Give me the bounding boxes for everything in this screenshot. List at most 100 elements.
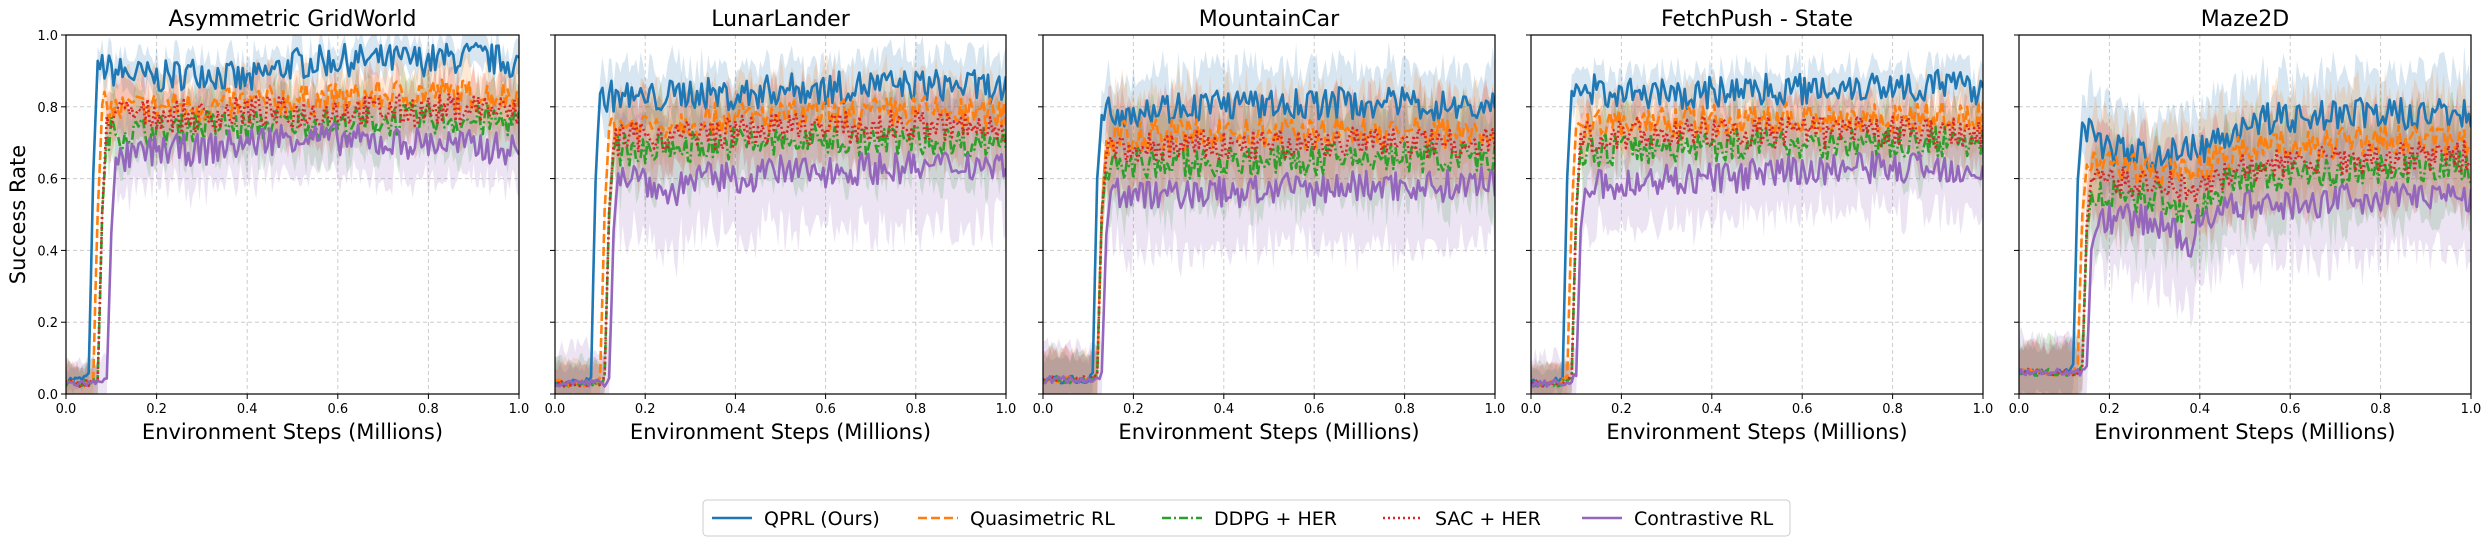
x-tick-label: 0.6: [1304, 402, 1325, 417]
confidence-band: [1043, 41, 1495, 394]
plot-area: [66, 35, 519, 394]
chart-panel-4: 0.0 0.2 0.4 0.6 0.8 1.0 FetchPush - State Envir…: [1521, 7, 1994, 444]
y-tick-label: 1.0: [37, 29, 58, 44]
series-line: [66, 78, 519, 388]
confidence-band: [555, 35, 1006, 394]
x-tick-label: 0.2: [2099, 402, 2120, 417]
plot-area: [555, 35, 1006, 394]
x-tick-label: 1.0: [1485, 402, 1506, 417]
x-tick-label: 0.8: [2370, 402, 2391, 417]
axes-frame: [1530, 34, 1984, 395]
series-line: [1531, 114, 1983, 388]
x-tick-label: 0.4: [237, 402, 258, 417]
x-tick-label: 0.2: [1123, 402, 1144, 417]
plot-area: [2019, 46, 2471, 394]
chart-title: FetchPush - State: [1661, 7, 1853, 32]
x-tick-label: 0.8: [905, 402, 926, 417]
confidence-band: [1043, 77, 1495, 394]
series-line: [66, 100, 519, 388]
chart-title: Asymmetric GridWorld: [168, 7, 416, 32]
y-tick-label: 0.8: [37, 101, 58, 116]
x-tick-label: 0.0: [2009, 402, 2030, 417]
x-tick-label: 0.8: [1394, 402, 1415, 417]
legend-label: Quasimetric RL: [970, 508, 1115, 530]
plot-area: [1043, 41, 1495, 394]
series-line: [555, 69, 1006, 388]
x-tick-label: 0.8: [418, 402, 439, 417]
x-tick-label: 0.0: [56, 402, 77, 417]
axes-frame: [65, 34, 520, 395]
series-line: [555, 108, 1006, 388]
x-tick-label: 1.0: [1973, 402, 1994, 417]
x-axis-label: Environment Steps (Millions): [1606, 420, 1907, 444]
y-tick-label: 0.2: [37, 316, 58, 331]
confidence-band: [1531, 85, 1983, 394]
x-tick-label: 1.0: [509, 402, 530, 417]
series-line: [66, 122, 519, 387]
series-line: [555, 150, 1006, 388]
chart-title: MountainCar: [1199, 7, 1340, 32]
series-line: [1531, 150, 1983, 389]
x-axis-label: Environment Steps (Millions): [2094, 420, 2395, 444]
legend-label: SAC + HER: [1435, 508, 1541, 530]
x-tick-label: 1.0: [996, 402, 1017, 417]
series-line: [1043, 126, 1495, 384]
axes-frame: [2018, 34, 2472, 395]
series-line: [66, 92, 519, 388]
x-tick-label: 0.4: [2189, 402, 2210, 417]
x-tick-label: 0.0: [545, 402, 566, 417]
confidence-band: [1531, 47, 1983, 394]
series-line: [555, 94, 1006, 388]
y-tick-label: 0.4: [37, 244, 58, 259]
confidence-band: [1043, 85, 1495, 394]
x-tick-label: 0.2: [1611, 402, 1632, 417]
confidence-band: [1531, 80, 1983, 394]
confidence-band: [555, 78, 1006, 394]
series-line: [1043, 140, 1495, 385]
series-line: [1531, 68, 1983, 387]
confidence-band: [2019, 85, 2471, 394]
confidence-band: [2019, 89, 2471, 394]
legend-label: DDPG + HER: [1214, 508, 1337, 530]
confidence-band: [555, 53, 1006, 394]
x-tick-label: 0.4: [725, 402, 746, 417]
chart-panel-1: 0.0 0.2 0.4 0.6 0.8 1.0 0.0 0.2 0.4 0.6 0.8 1.0 Asym…: [6, 7, 529, 444]
series-line: [1043, 86, 1495, 385]
series-line: [2019, 139, 2471, 377]
y-tick-label: 0.6: [37, 173, 58, 188]
series-line: [1043, 165, 1495, 385]
series-line: [1043, 115, 1495, 385]
x-tick-label: 0.4: [1213, 402, 1234, 417]
x-tick-label: 0.4: [1701, 402, 1722, 417]
x-axis-label: Environment Steps (Millions): [630, 420, 931, 444]
y-axis-label: Success Rate: [6, 145, 30, 284]
legend-label: QPRL (Ours): [764, 508, 880, 530]
chart-title: Maze2D: [2201, 7, 2289, 32]
plot-area: [1531, 47, 1983, 394]
chart-title: LunarLander: [711, 7, 850, 32]
confidence-band: [2019, 113, 2471, 394]
series-line: [555, 122, 1006, 388]
x-tick-label: 0.0: [1033, 402, 1054, 417]
x-tick-label: 0.6: [327, 402, 348, 417]
confidence-band: [555, 80, 1006, 394]
y-tick-label: 0.0: [37, 388, 58, 403]
legend-label: Contrastive RL: [1634, 508, 1774, 530]
series-line: [2019, 180, 2471, 377]
chart-panel-2: 0.0 0.2 0.4 0.6 0.8 1.0 LunarLander Environment…: [545, 7, 1017, 444]
x-tick-label: 1.0: [2461, 402, 2482, 417]
legend-box: [702, 499, 1791, 537]
x-tick-label: 0.2: [146, 402, 167, 417]
x-tick-label: 0.6: [815, 402, 836, 417]
axes-frame: [554, 34, 1007, 395]
legend: QPRL (Ours) Quasimetric RL DDPG + HER SAC +…: [702, 499, 1791, 537]
x-tick-label: 0.0: [1521, 402, 1542, 417]
x-tick-label: 0.6: [1792, 402, 1813, 417]
series-line: [2019, 97, 2471, 377]
x-tick-label: 0.6: [2280, 402, 2301, 417]
x-tick-label: 0.2: [635, 402, 656, 417]
axes-frame: [1042, 34, 1496, 395]
x-tick-label: 0.8: [1882, 402, 1903, 417]
series-line: [66, 42, 519, 385]
